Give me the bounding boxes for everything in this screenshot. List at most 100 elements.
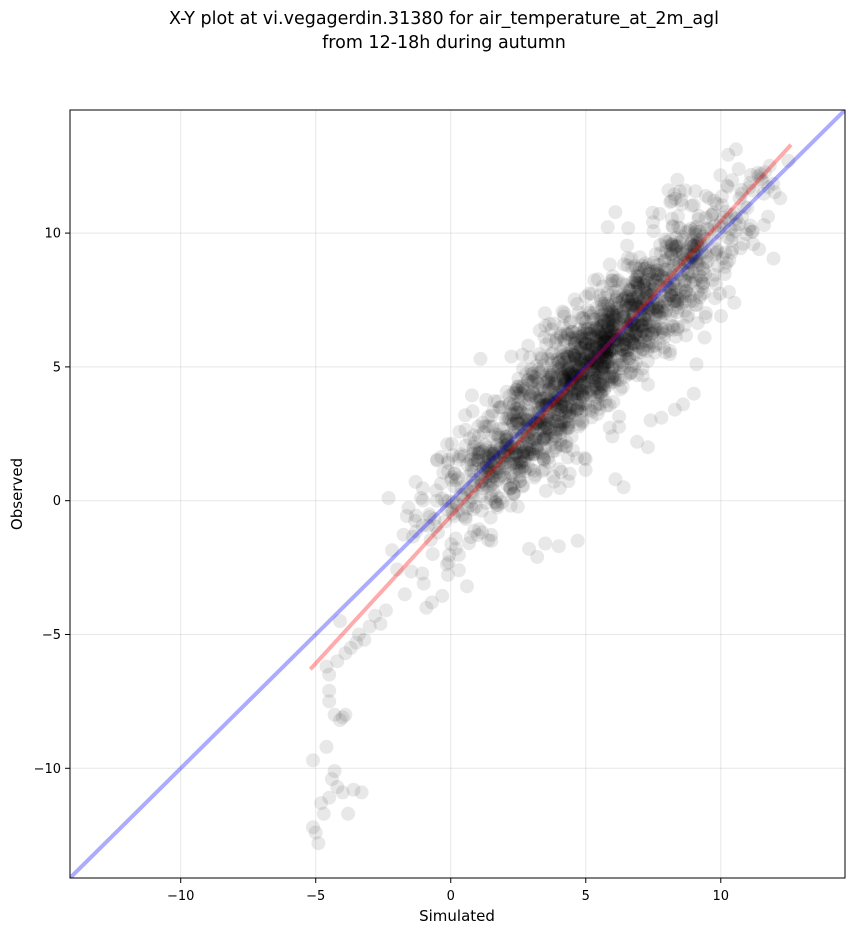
scatter-point xyxy=(594,312,609,327)
scatter-point xyxy=(664,318,679,333)
scatter-point xyxy=(587,352,602,366)
scatter-point xyxy=(600,340,615,355)
scatter-point xyxy=(755,174,770,189)
scatter-point xyxy=(715,251,730,266)
scatter-point xyxy=(653,310,667,325)
scatter-point xyxy=(664,237,679,252)
scatter-point xyxy=(479,392,494,407)
scatter-point xyxy=(644,287,659,302)
scatter-point xyxy=(580,369,595,384)
scatter-point xyxy=(585,338,600,353)
scatter-point xyxy=(744,167,759,182)
scatter-point xyxy=(493,491,508,506)
scatter-point xyxy=(586,358,601,373)
scatter-point xyxy=(664,288,678,303)
scatter-point xyxy=(575,351,590,366)
scatter-point xyxy=(551,407,566,422)
scatter-point xyxy=(510,379,525,394)
scatter-point xyxy=(562,402,577,417)
scatter-point xyxy=(555,385,570,400)
scatter-point xyxy=(621,326,636,341)
scatter-point xyxy=(541,450,556,465)
scatter-point xyxy=(681,266,696,281)
scatter-point xyxy=(521,424,536,439)
scatter-point xyxy=(596,335,611,350)
scatter-point xyxy=(551,356,565,370)
scatter-point xyxy=(599,398,614,413)
scatter-point xyxy=(570,396,585,411)
scatter-point xyxy=(590,272,605,287)
scatter-point xyxy=(599,347,614,362)
scatter-point xyxy=(537,424,552,439)
scatter-point xyxy=(663,288,678,303)
scatter-point xyxy=(686,238,701,253)
scatter-point xyxy=(452,452,467,467)
scatter-point xyxy=(556,394,571,409)
scatter-point xyxy=(598,338,612,353)
scatter-point xyxy=(408,474,423,489)
scatter-point xyxy=(503,428,517,443)
scatter-point xyxy=(545,355,560,370)
scatter-point xyxy=(605,306,620,321)
scatter-point xyxy=(652,206,667,221)
scatter-point xyxy=(628,279,642,294)
scatter-point xyxy=(560,347,574,362)
scatter-point xyxy=(678,183,693,198)
scatter-point xyxy=(671,266,686,281)
scatter-point xyxy=(630,301,645,316)
scatter-point xyxy=(690,237,705,252)
scatter-point xyxy=(670,291,685,305)
scatter-point xyxy=(630,323,645,338)
scatter-point xyxy=(719,255,734,270)
scatter-point xyxy=(648,345,662,360)
scatter-point xyxy=(593,380,608,395)
scatter-point xyxy=(602,377,616,392)
scatter-point xyxy=(605,370,620,384)
scatter-point xyxy=(675,233,690,248)
scatter-point xyxy=(641,266,656,281)
scatter-point xyxy=(636,300,651,315)
scatter-point xyxy=(675,229,690,244)
scatter-point xyxy=(550,360,565,375)
scatter-point xyxy=(657,254,672,269)
scatter-point xyxy=(629,347,644,361)
scatter-point xyxy=(596,345,611,360)
scatter-point xyxy=(525,369,540,384)
scatter-point xyxy=(609,302,624,317)
scatter-point xyxy=(553,433,568,448)
scatter-point xyxy=(534,411,548,426)
scatter-point xyxy=(583,309,598,324)
scatter-point xyxy=(528,369,543,384)
scatter-point xyxy=(542,407,556,422)
scatter-point xyxy=(548,374,563,389)
scatter-point xyxy=(478,437,493,452)
scatter-point xyxy=(509,405,524,420)
scatter-point xyxy=(576,324,591,339)
scatter-point xyxy=(498,433,513,448)
scatter-point xyxy=(640,285,655,300)
scatter-point xyxy=(683,237,698,252)
scatter-point xyxy=(591,333,606,347)
scatter-point xyxy=(540,420,555,435)
scatter-point xyxy=(606,305,621,320)
scatter-point xyxy=(670,322,685,337)
scatter-point xyxy=(557,414,572,429)
scatter-point xyxy=(425,547,440,562)
scatter-point xyxy=(546,469,561,484)
scatter-point xyxy=(595,348,610,363)
scatter-point xyxy=(554,352,569,367)
scatter-point xyxy=(663,308,678,323)
scatter-point xyxy=(678,273,693,288)
scatter-point xyxy=(608,205,623,220)
scatter-point xyxy=(542,333,557,348)
scatter-point xyxy=(690,239,705,254)
scatter-point xyxy=(732,191,747,206)
scatter-point xyxy=(625,275,640,290)
scatter-point xyxy=(659,278,674,293)
scatter-point xyxy=(630,318,645,333)
scatter-point xyxy=(663,263,678,278)
scatter-point xyxy=(562,367,577,382)
scatter-point xyxy=(666,258,681,273)
scatter-point xyxy=(651,307,666,322)
